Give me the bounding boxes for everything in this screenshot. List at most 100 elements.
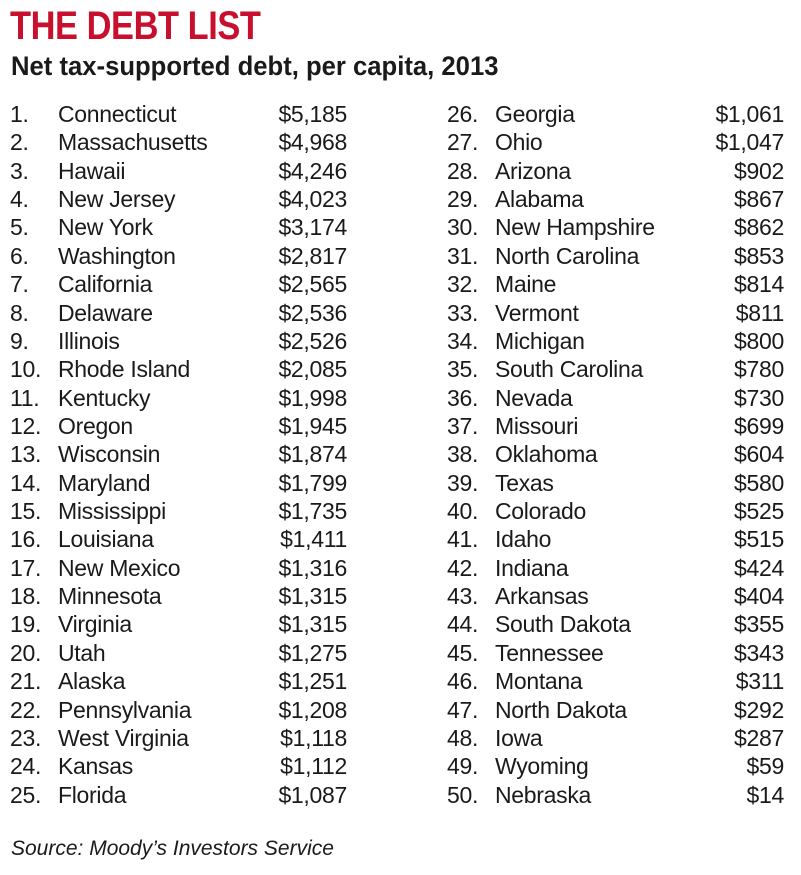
debt-value-cell: $1,315 [278,583,347,610]
debt-value-cell: $355 [734,611,784,638]
rank-cell: 20. [10,639,42,666]
rank-cell: 50. [447,781,479,808]
table-row: 6. Washington $2,817 [10,242,347,270]
table-row: 9. Illinois $2,526 [10,327,347,355]
debt-value-cell: $604 [734,441,784,468]
debt-value-cell: $853 [734,242,784,269]
state-cell: Delaware [58,299,153,326]
debt-value-cell: $2,526 [278,327,347,354]
debt-value-cell: $1,945 [278,412,347,439]
table-row: 32. Maine $814 [447,270,784,298]
rank-cell: 32. [447,271,479,298]
rank-cell: 45. [447,639,479,666]
state-cell: Alaska [58,668,126,695]
state-cell: Arkansas [495,583,589,610]
debt-value-cell: $311 [735,668,785,695]
table-row: 43. Arkansas $404 [447,582,784,610]
debt-value-cell: $2,817 [278,242,347,269]
rank-cell: 23. [10,724,42,751]
debt-value-cell: $525 [734,498,784,525]
state-cell: Hawaii [58,157,126,184]
debt-value-cell: $343 [734,639,784,666]
debt-value-cell: $424 [734,554,784,581]
rank-cell: 6. [10,242,29,269]
debt-value-cell: $1,112 [280,753,347,780]
state-cell: Texas [495,469,554,496]
state-cell: New York [58,214,153,241]
debt-value-cell: $811 [735,299,785,326]
state-cell: Alabama [495,186,584,213]
source-note: Source: Moody’s Investors Service [11,837,334,860]
rank-cell: 37. [447,412,479,439]
table-row: 20. Utah $1,275 [10,639,347,667]
debt-value-cell: $14 [746,781,785,808]
debt-value-cell: $4,023 [278,186,347,213]
state-cell: Connecticut [58,101,177,127]
rank-cell: 5. [10,214,29,241]
table-row: 15. Mississippi $1,735 [10,497,347,525]
state-cell: Montana [495,668,583,695]
debt-value-cell: $1,799 [278,469,347,496]
table-row: 41. Idaho $515 [447,525,784,553]
debt-value-cell: $1,061 [715,101,784,127]
state-cell: South Dakota [495,611,631,638]
rank-cell: 11. [10,384,40,411]
table-row: 37. Missouri $699 [447,412,784,440]
debt-value-cell: $287 [734,724,784,751]
table-row: 33. Vermont $811 [447,299,784,327]
state-cell: Michigan [495,327,585,354]
rank-cell: 19. [10,611,42,638]
table-row: 22. Pennsylvania $1,208 [10,696,347,724]
rank-cell: 41. [447,526,479,553]
table-row: 21. Alaska $1,251 [10,667,347,695]
state-cell: Nevada [495,384,573,411]
state-cell: Washington [58,242,176,269]
debt-value-cell: $3,174 [278,214,347,241]
table-row: 25. Florida $1,087 [10,781,347,809]
rank-cell: 28. [447,157,479,184]
state-cell: Wisconsin [58,441,161,468]
rank-cell: 36. [447,384,479,411]
debt-value-cell: $1,087 [278,781,347,808]
state-cell: Minnesota [58,583,162,610]
rank-cell: 2. [10,129,29,156]
table-row: 44. South Dakota $355 [447,610,784,638]
state-cell: Tennessee [495,639,604,666]
rank-cell: 18. [10,583,42,610]
state-cell: Oregon [58,412,133,439]
state-cell: South Carolina [495,356,643,383]
rank-cell: 27. [447,129,479,156]
state-cell: California [58,271,153,298]
table-row: 18. Minnesota $1,315 [10,582,347,610]
rank-cell: 12. [10,412,42,439]
table-row: 27. Ohio $1,047 [447,128,784,156]
state-cell: New Jersey [58,186,176,213]
state-cell: New Mexico [58,554,181,581]
rank-cell: 43. [447,583,479,610]
debt-value-cell: $2,085 [278,356,347,383]
state-cell: Colorado [495,498,586,525]
rank-cell: 46. [447,668,479,695]
table-row: 13. Wisconsin $1,874 [10,440,347,468]
state-cell: West Virginia [58,724,189,751]
table-row: 7. California $2,565 [10,270,347,298]
rank-cell: 14. [10,469,42,496]
table-row: 24. Kansas $1,112 [10,752,347,780]
table-row: 30. New Hampshire $862 [447,213,784,241]
rank-cell: 10. [10,356,42,383]
debt-value-cell: $1,998 [278,384,347,411]
debt-value-cell: $1,316 [278,554,347,581]
rank-cell: 30. [447,214,479,241]
table-row: 29. Alabama $867 [447,185,784,213]
state-cell: Florida [58,781,127,808]
table-row: 4. New Jersey $4,023 [10,185,347,213]
debt-value-cell: $404 [734,583,784,610]
debt-value-cell: $867 [734,186,784,213]
state-cell: Idaho [495,526,552,553]
page-subtitle: Net tax-supported debt, per capita, 2013 [11,51,499,81]
debt-value-cell: $1,411 [280,526,347,553]
debt-value-cell: $2,536 [278,299,347,326]
rank-cell: 8. [10,299,29,326]
table-row: 48. Iowa $287 [447,724,784,752]
table-row: 50. Nebraska $14 [447,781,784,809]
